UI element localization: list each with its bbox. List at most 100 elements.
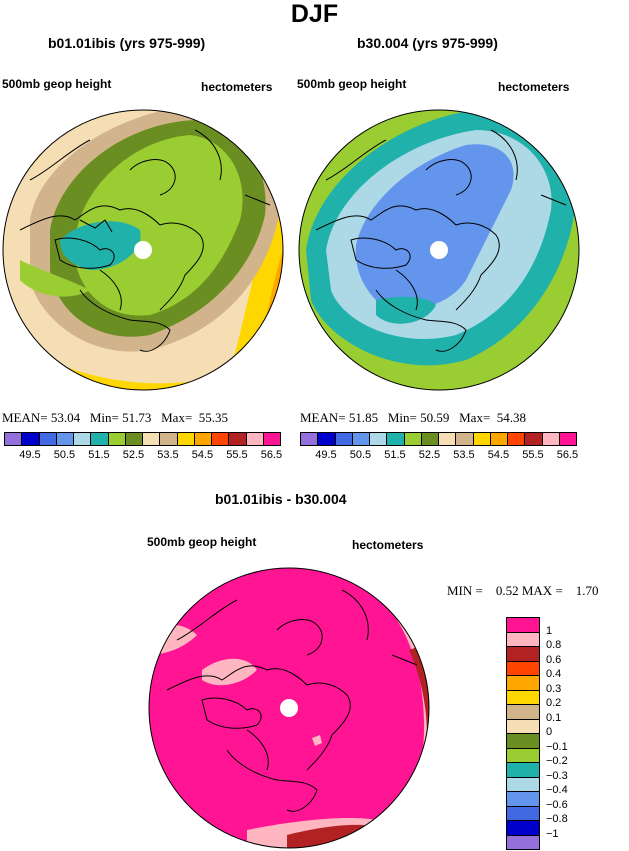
diff-colorbar: 1 0.8 0.6 0.4 0.3 0.2 0.1 0 −0.1 −0.2 −0.3 −0.4 −0.6… (506, 617, 606, 850)
colorbar-swatch (506, 689, 540, 705)
diff-map (148, 567, 430, 849)
panel-1-map (2, 109, 284, 391)
colorbar-swatch (245, 432, 264, 446)
colorbar-swatch (489, 432, 508, 446)
colorbar-swatch (506, 675, 540, 691)
colorbar-swatch (386, 432, 405, 446)
colorbar-swatch (506, 762, 540, 778)
diff-stats: MIN = 0.52 MAX = 1.70 (447, 583, 599, 598)
colorbar-tick-label: 54.5 (191, 449, 214, 461)
colorbar-swatch (506, 747, 540, 763)
colorbar-tick-label: −0.8 (546, 813, 568, 825)
colorbar-swatch (4, 432, 23, 446)
colorbar-tick-label: −0.3 (546, 769, 568, 782)
colorbar-swatch (73, 432, 92, 446)
colorbar-swatch (506, 776, 540, 792)
colorbar-tick-label: 0.2 (546, 697, 562, 709)
colorbar-tick-label: −0.4 (546, 784, 568, 796)
colorbar-tick-label: 1 (546, 624, 553, 637)
colorbar-swatch (506, 704, 540, 720)
colorbar-swatch (55, 432, 74, 446)
panel-2-map (298, 109, 580, 391)
colorbar-swatch (228, 432, 247, 446)
colorbar-swatch (507, 432, 526, 446)
colorbar-swatch (558, 432, 577, 446)
panel-1-stats: MEAN= 53.04 Min= 51.73 Max= 55.35 (2, 410, 229, 425)
map-boundary (2, 109, 284, 391)
colorbar-swatch (455, 432, 474, 446)
colorbar-tick-label: 53.5 (453, 449, 475, 461)
colorbar-tick-label: 0.6 (546, 653, 562, 666)
panel-1-colorbar-ticks: 49.5 50.5 51.5 52.5 53.5 54.5 55.5 56.5 (4, 449, 283, 463)
colorbar-tick-label: 55.5 (226, 449, 248, 461)
panel-2-colorbar-ticks: 49.5 50.5 51.5 52.5 53.5 54.5 55.5 56.5 (300, 449, 579, 463)
colorbar-tick-label: 50.5 (53, 449, 76, 461)
diff-field: 500mb geop height (147, 535, 257, 549)
colorbar-tick-label: 0.8 (546, 639, 562, 651)
colorbar-tick-label: 0.1 (546, 711, 562, 724)
colorbar-swatch (369, 432, 388, 446)
colorbar-tick-label: −1 (546, 827, 559, 840)
colorbar-swatch (506, 805, 540, 821)
colorbar-swatch (506, 791, 540, 807)
colorbar-swatch (403, 432, 422, 446)
panel-1-colorbar (4, 432, 281, 446)
colorbar-tick-label: 54.5 (487, 449, 510, 461)
colorbar-swatch (506, 718, 540, 734)
colorbar-tick-label: 56.5 (260, 449, 283, 461)
colorbar-swatch (472, 432, 491, 446)
band-firebrick-topleft (3, 110, 30, 138)
colorbar-tick-label: 51.5 (384, 449, 406, 461)
colorbar-swatch (90, 432, 109, 446)
colorbar-tick-label: 51.5 (88, 449, 110, 461)
colorbar-swatch (300, 432, 319, 446)
colorbar-swatch (506, 820, 540, 836)
diff-units: hectometers (352, 538, 424, 552)
colorbar-tick-label: 53.5 (157, 449, 179, 461)
colorbar-tick-label: 0.3 (546, 682, 562, 695)
panel-2-units: hectometers (498, 80, 570, 94)
colorbar-swatch (351, 432, 370, 446)
colorbar-swatch (176, 432, 195, 446)
panel-1-field: 500mb geop height (2, 77, 112, 91)
colorbar-swatch (506, 733, 540, 749)
colorbar-tick-label: 56.5 (556, 449, 579, 461)
colorbar-swatch (506, 617, 540, 633)
pole-marker (134, 241, 152, 259)
panel-2-colorbar (300, 432, 577, 446)
coastlines (19, 129, 271, 352)
colorbar-swatch (506, 646, 540, 662)
colorbar-swatch (142, 432, 161, 446)
colorbar-swatch (211, 432, 230, 446)
colorbar-tick-label: −0.1 (546, 740, 568, 753)
colorbar-swatch (524, 432, 543, 446)
colorbar-swatch (159, 432, 178, 446)
colorbar-swatch (21, 432, 40, 446)
colorbar-swatch (193, 432, 212, 446)
colorbar-swatch (506, 660, 540, 676)
band-yellowgreen (75, 135, 243, 316)
colorbar-tick-label: −0.2 (546, 755, 568, 767)
colorbar-swatch (38, 432, 57, 446)
colorbar-swatch (438, 432, 457, 446)
colorbar-swatch (506, 631, 540, 647)
colorbar-swatch (420, 432, 439, 446)
band-orangered-topleft (3, 110, 45, 155)
colorbar-tick-label: 0 (546, 726, 553, 738)
colorbar-swatch (334, 432, 353, 446)
panel-2-field: 500mb geop height (297, 77, 407, 91)
panel-1-title: b01.01ibis (yrs 975-999) (48, 35, 206, 51)
colorbar-tick-label: 49.5 (315, 449, 337, 461)
colorbar-tick-label: −0.6 (546, 798, 568, 811)
colorbar-swatch (541, 432, 560, 446)
panel-2-title: b30.004 (yrs 975-999) (357, 35, 498, 51)
panel-1-units: hectometers (201, 80, 273, 94)
colorbar-tick-label: 49.5 (19, 449, 41, 461)
figure-title: DJF (290, 0, 339, 28)
band-teal (60, 221, 141, 270)
colorbar-swatch (262, 432, 281, 446)
colorbar-tick-label: 52.5 (122, 449, 145, 461)
panel-2-stats: MEAN= 51.85 Min= 50.59 Max= 54.38 (300, 410, 527, 425)
colorbar-tick-label: 52.5 (418, 449, 441, 461)
colorbar-swatch (107, 432, 126, 446)
